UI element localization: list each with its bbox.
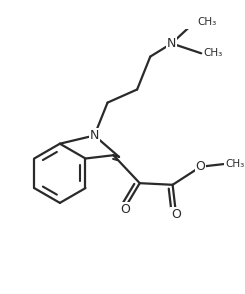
Text: CH₃: CH₃: [204, 48, 223, 58]
Text: N: N: [90, 129, 99, 142]
Text: CH₃: CH₃: [225, 159, 245, 169]
Text: O: O: [171, 208, 181, 221]
Text: N: N: [167, 37, 176, 50]
Text: O: O: [120, 203, 130, 216]
Text: O: O: [196, 160, 206, 173]
Text: CH₃: CH₃: [197, 17, 217, 27]
